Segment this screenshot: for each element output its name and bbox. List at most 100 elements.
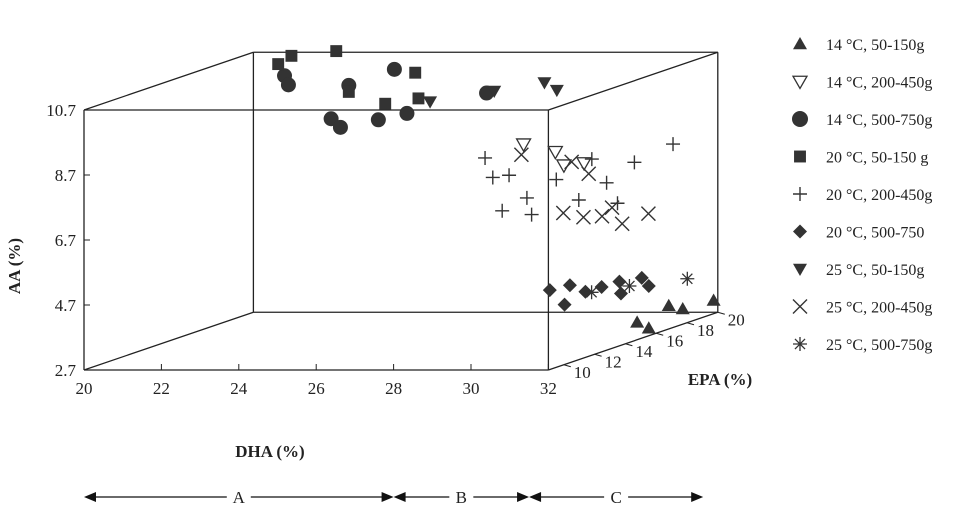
data-point xyxy=(630,315,645,328)
x-tick-label: 22 xyxy=(153,379,170,398)
z-tick-label: 2.7 xyxy=(55,361,77,380)
legend-marker xyxy=(792,299,808,314)
data-point xyxy=(332,119,348,135)
y-tick xyxy=(656,332,664,336)
data-point xyxy=(423,96,438,109)
box-edge xyxy=(83,51,254,111)
legend-label: 25 °C, 50-150g xyxy=(826,262,924,279)
data-point xyxy=(555,159,573,174)
legend-label: 25 °C, 200-450g xyxy=(826,300,932,317)
data-point xyxy=(675,301,690,315)
x-tick-label: 32 xyxy=(540,379,557,398)
data-point xyxy=(537,77,552,90)
legend-marker xyxy=(793,224,807,239)
region-label: B xyxy=(456,488,467,507)
x-tick-label: 30 xyxy=(463,379,480,398)
legend-label: 20 °C, 500-750 xyxy=(826,225,924,242)
data-point xyxy=(502,168,517,183)
region-arrow xyxy=(393,492,406,502)
data-point xyxy=(272,58,285,71)
data-point xyxy=(613,286,628,301)
data-point xyxy=(379,97,392,110)
data-point xyxy=(641,321,656,334)
x-tick-label: 26 xyxy=(308,379,325,398)
data-point xyxy=(661,298,676,312)
data-point xyxy=(562,278,577,293)
data-point xyxy=(612,274,627,289)
legend-label: 25 °C, 500-750g xyxy=(826,337,932,354)
data-point xyxy=(549,84,564,98)
x-tick-label: 20 xyxy=(76,379,93,398)
data-point xyxy=(519,190,534,205)
data-point xyxy=(571,193,586,207)
data-point xyxy=(584,285,599,300)
legend-label: 14 °C, 500-750g xyxy=(826,112,932,129)
data-point xyxy=(614,216,630,232)
region-label: C xyxy=(610,488,621,507)
legend-label: 20 °C, 200-450g xyxy=(826,187,932,204)
box-edge xyxy=(83,311,254,371)
data-point xyxy=(555,205,571,221)
data-point xyxy=(549,172,564,187)
z-tick-label: 8.7 xyxy=(55,166,77,185)
region-arrow xyxy=(381,492,394,502)
data-point xyxy=(604,200,620,216)
region-arrow xyxy=(84,492,96,502)
data-point xyxy=(557,297,572,312)
region-bar: A B C xyxy=(84,488,704,507)
legend-marker xyxy=(792,111,808,127)
y-tick xyxy=(717,311,725,315)
y-tick xyxy=(594,353,602,357)
data-point xyxy=(575,209,591,225)
legend-marker xyxy=(793,263,807,276)
legend-marker xyxy=(793,337,807,351)
y-tick-label: 18 xyxy=(697,321,714,340)
data-point xyxy=(640,206,656,222)
legend-label: 20 °C, 50-150 g xyxy=(826,150,928,167)
region-arrow xyxy=(691,492,704,502)
data-point xyxy=(487,85,502,99)
axis-ticks: 20 22 24 26 28 30 32 2.7 4.7 6.7 8.7 10.7 10 12 14 16 18… xyxy=(46,101,745,398)
z-axis-title: AA (%) xyxy=(5,238,24,294)
region-arrow xyxy=(529,492,542,502)
axis-titles: DHA (%) EPA (%) AA (%) xyxy=(5,238,752,461)
data-point xyxy=(485,170,500,185)
data-points xyxy=(272,45,721,334)
box-edge xyxy=(548,51,719,111)
data-point xyxy=(524,207,539,222)
data-point xyxy=(627,155,642,170)
data-point xyxy=(330,45,343,58)
z-tick-label: 6.7 xyxy=(55,231,77,250)
data-point xyxy=(399,105,415,121)
y-tick-label: 20 xyxy=(728,310,745,329)
y-tick-label: 10 xyxy=(574,363,591,382)
data-point xyxy=(581,166,597,182)
data-point xyxy=(594,279,609,294)
data-point xyxy=(478,150,493,165)
legend-label: 14 °C, 50-150g xyxy=(826,37,924,54)
data-point xyxy=(513,147,529,163)
data-point xyxy=(409,66,422,79)
x-axis-title: DHA (%) xyxy=(235,442,304,461)
legend-marker xyxy=(793,187,807,201)
y-tick xyxy=(625,343,633,347)
data-point xyxy=(599,175,614,190)
data-point xyxy=(370,112,386,128)
x-tick-label: 24 xyxy=(230,379,248,398)
y-tick-label: 14 xyxy=(635,342,653,361)
region-label: A xyxy=(233,488,246,507)
y-tick-label: 12 xyxy=(605,352,622,371)
data-point xyxy=(495,203,510,218)
data-point xyxy=(594,208,610,224)
data-point xyxy=(412,92,425,105)
data-point xyxy=(666,137,681,152)
data-point xyxy=(680,271,695,286)
region-arrow xyxy=(517,492,530,502)
legend-marker xyxy=(793,37,807,50)
data-point xyxy=(280,77,296,93)
data-point xyxy=(622,279,637,293)
y-tick xyxy=(563,364,571,368)
y-axis-title: EPA (%) xyxy=(688,370,752,389)
data-point xyxy=(706,293,721,306)
